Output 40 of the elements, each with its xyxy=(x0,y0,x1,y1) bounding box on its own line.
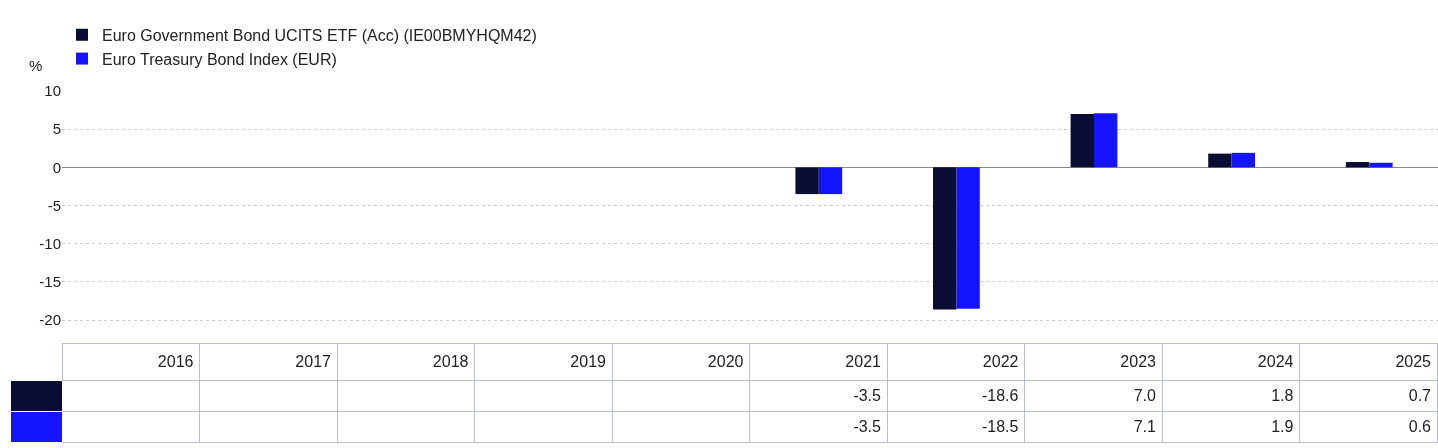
bar xyxy=(818,167,843,195)
y-tick-label: 0 xyxy=(52,158,61,176)
data-label: 1.8 xyxy=(1162,380,1300,412)
bar xyxy=(956,167,980,309)
bar xyxy=(1369,162,1393,168)
legend-label: Euro Treasury Bond Index (EUR) xyxy=(102,50,337,68)
data-label: -3.5 xyxy=(749,380,888,412)
bar xyxy=(1070,113,1094,168)
bar xyxy=(795,167,819,195)
legend-label: Euro Government Bond UCITS ETF (Acc) (IE00BMYHQM42) xyxy=(102,27,537,45)
y-tick-label: 10 xyxy=(44,82,61,100)
y-axis-title: % xyxy=(29,57,43,74)
data-label: 7.0 xyxy=(1024,380,1163,412)
x-tick-label: 2024 xyxy=(1162,343,1300,381)
bar xyxy=(1208,153,1232,168)
x-tick-label: 2020 xyxy=(612,343,750,381)
data-label: 0.6 xyxy=(1299,411,1438,443)
data-label: -18.5 xyxy=(887,411,1025,443)
y-tick-label: -10 xyxy=(39,234,61,252)
bar xyxy=(1094,113,1118,168)
y-tick-label: -15 xyxy=(39,273,61,291)
data-label: 0.7 xyxy=(1299,380,1438,412)
x-tick-label: 2021 xyxy=(749,343,888,381)
x-tick-label: 2016 xyxy=(62,343,200,381)
x-tick-label: 2017 xyxy=(199,343,338,381)
data-label: 1.9 xyxy=(1162,411,1300,443)
y-tick-label: -20 xyxy=(39,311,61,329)
x-tick-label: 2019 xyxy=(474,343,613,381)
data-label: -18.6 xyxy=(887,380,1025,412)
bar xyxy=(1345,162,1370,168)
x-tick-label: 2023 xyxy=(1024,343,1163,381)
x-tick-label: 2018 xyxy=(337,343,475,381)
x-tick-label: 2025 xyxy=(1299,343,1438,381)
y-tick-label: 5 xyxy=(52,120,61,138)
data-label: 7.1 xyxy=(1024,411,1163,443)
x-tick-label: 2022 xyxy=(887,343,1025,381)
data-label: -3.5 xyxy=(749,411,888,443)
y-tick-label: -5 xyxy=(47,196,61,214)
bar xyxy=(933,167,957,310)
bar xyxy=(1231,152,1255,168)
